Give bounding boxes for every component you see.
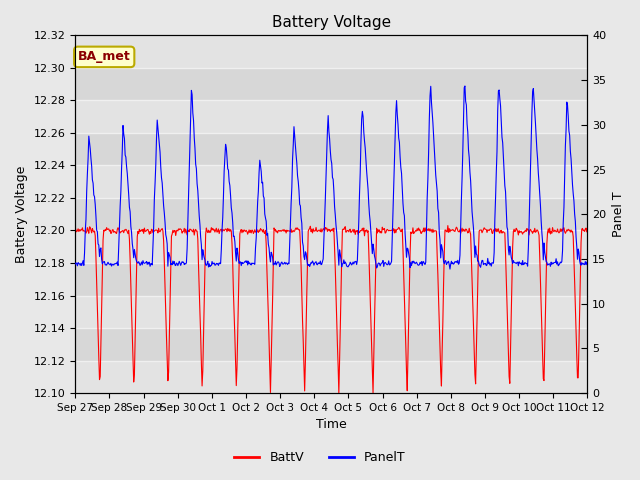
Bar bbox=[76, 166, 588, 198]
Bar bbox=[76, 100, 588, 133]
X-axis label: Time: Time bbox=[316, 419, 347, 432]
Bar bbox=[76, 263, 588, 296]
Legend: BattV, PanelT: BattV, PanelT bbox=[229, 446, 411, 469]
Text: BA_met: BA_met bbox=[78, 50, 131, 63]
Bar bbox=[76, 36, 588, 68]
Bar bbox=[76, 328, 588, 360]
Bar bbox=[76, 360, 588, 393]
Bar bbox=[76, 296, 588, 328]
Y-axis label: Battery Voltage: Battery Voltage bbox=[15, 166, 28, 263]
Bar bbox=[76, 133, 588, 166]
Bar bbox=[76, 230, 588, 263]
Title: Battery Voltage: Battery Voltage bbox=[272, 15, 391, 30]
Bar bbox=[76, 198, 588, 230]
Bar bbox=[76, 68, 588, 100]
Y-axis label: Panel T: Panel T bbox=[612, 192, 625, 237]
